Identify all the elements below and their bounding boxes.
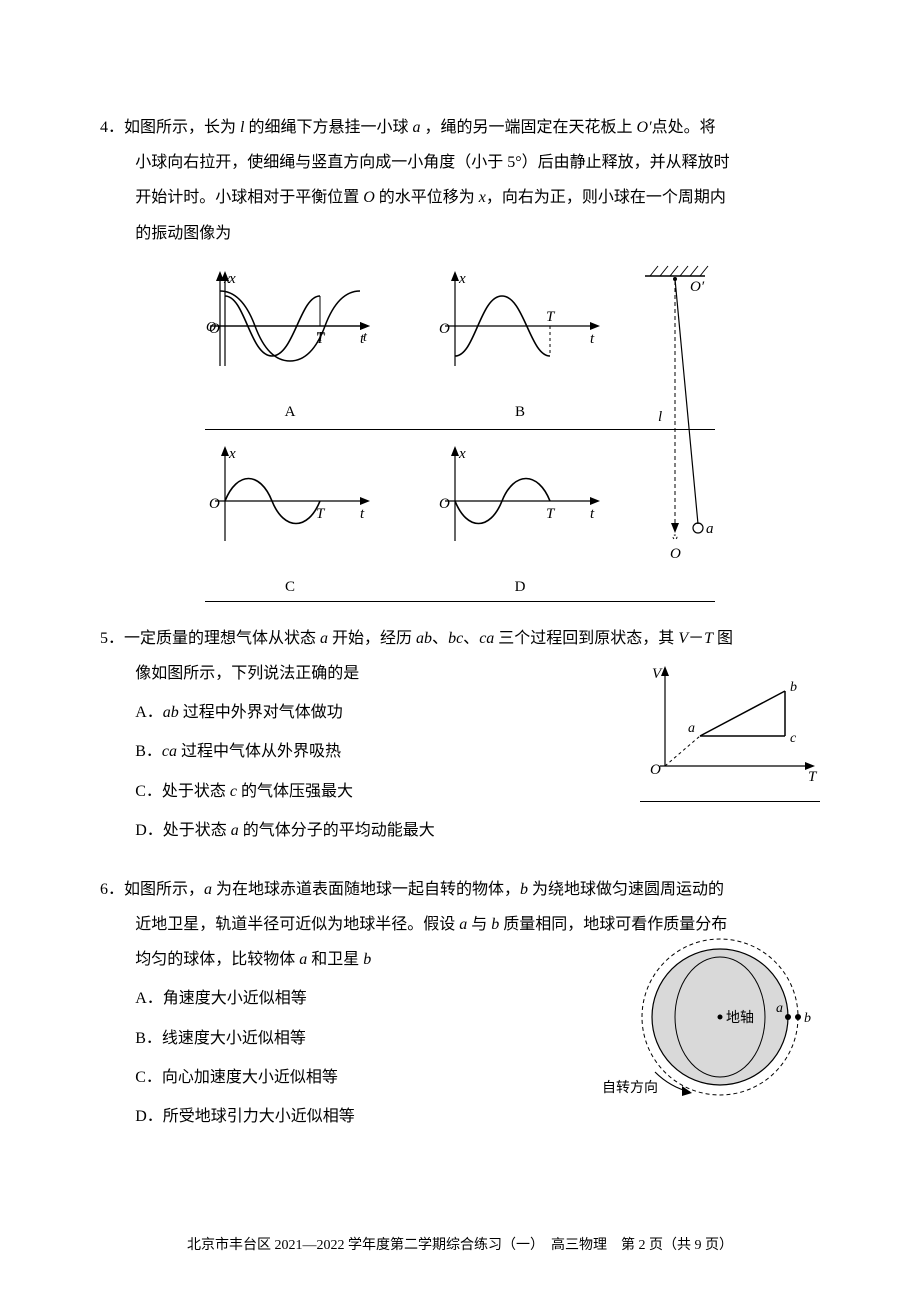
q6-line2: 近地卫星，轨道半径可近似为地球半径。假设 a 与 b 质量相同，地球可看作质量分…	[100, 907, 820, 942]
svg-text:O′: O′	[690, 279, 705, 295]
svg-text:O: O	[650, 762, 661, 778]
graph-c: O x t T C	[200, 436, 380, 571]
svg-text:O: O	[670, 546, 681, 562]
svg-text:V: V	[652, 666, 663, 682]
svg-text:b: b	[790, 680, 797, 695]
q5-opt-d: D．处于状态 a 的气体分子的平均动能最大	[135, 813, 820, 848]
svg-text:l: l	[658, 409, 662, 425]
label-c: C	[200, 571, 380, 604]
q4-line1: 如图所示，长为 l 的细绳下方悬挂一小球 a ，绳的另一端固定在天花板上 O′点…	[124, 119, 716, 136]
rotation-label: 自转方向	[602, 1080, 658, 1096]
svg-text:a: a	[776, 1001, 783, 1016]
graph-a: O x t T O x t T A	[200, 261, 380, 396]
q4-text: 4．如图所示，长为 l 的细绳下方悬挂一小球 a ，绳的另一端固定在天花板上 O…	[100, 110, 820, 145]
label-b: B	[430, 396, 610, 429]
svg-text:O: O	[439, 496, 450, 512]
q4-figure: O x t T O x t T A	[100, 261, 820, 601]
svg-text:O: O	[209, 321, 220, 337]
svg-text:x: x	[228, 271, 236, 287]
q4-line2: 小球向右拉开，使细绳与竖直方向成一小角度（小于 5°）后由静止释放，并从释放时	[100, 145, 820, 180]
q6-line1: 如图所示，a 为在地球赤道表面随地球一起自转的物体，b 为绕地球做匀速圆周运动的	[124, 881, 724, 898]
svg-text:O: O	[209, 496, 220, 512]
page-footer: 北京市丰台区 2021—2022 学年度第二学期综合练习（一） 高三物理 第 2…	[0, 1231, 920, 1262]
vt-diagram: V O T a b c	[640, 656, 820, 796]
svg-text:a: a	[688, 721, 695, 736]
svg-text:x: x	[458, 446, 466, 462]
q4-graphs: O x t T O x t T A	[180, 261, 740, 601]
q5-text: 5．一定质量的理想气体从状态 a 开始，经历 ab、bc、ca 三个过程回到原状…	[100, 621, 820, 656]
q5-line1: 一定质量的理想气体从状态 a 开始，经历 ab、bc、ca 三个过程回到原状态，…	[124, 630, 733, 647]
axis-label: 地轴	[726, 1010, 754, 1026]
question-4: 4．如图所示，长为 l 的细绳下方悬挂一小球 a ，绳的另一端固定在天花板上 O…	[100, 110, 820, 601]
q6-num: 6．	[100, 881, 124, 898]
q4-line3: 开始计时。小球相对于平衡位置 O 的水平位移为 x，向右为正，则小球在一个周期内	[100, 180, 820, 215]
svg-text:t: t	[360, 331, 365, 347]
svg-text:T: T	[316, 331, 326, 347]
svg-text:x: x	[458, 271, 466, 287]
earth-diagram: 地轴 a b 自转方向	[600, 932, 820, 1112]
graph-b: O x t T B	[430, 261, 610, 396]
svg-text:x: x	[228, 446, 236, 462]
q5-num: 5．	[100, 630, 124, 647]
svg-text:t: t	[360, 506, 365, 522]
q6-text: 6．如图所示，a 为在地球赤道表面随地球一起自转的物体，b 为绕地球做匀速圆周运…	[100, 872, 820, 907]
svg-text:T: T	[316, 506, 326, 522]
svg-text:c: c	[790, 731, 797, 746]
svg-text:a: a	[706, 521, 714, 537]
q4-line4: 的振动图像为	[100, 216, 820, 251]
svg-text:t: t	[590, 506, 595, 522]
svg-text:O: O	[439, 321, 450, 337]
graph-d: O x t T D	[430, 436, 610, 571]
svg-text:T: T	[546, 309, 556, 325]
svg-text:T: T	[808, 769, 818, 785]
label-a: A	[200, 396, 380, 429]
pendulum-diagram: O′ a O l	[640, 261, 720, 571]
question-5: 5．一定质量的理想气体从状态 a 开始，经历 ab、bc、ca 三个过程回到原状…	[100, 621, 820, 852]
svg-text:T: T	[546, 506, 556, 522]
svg-text:t: t	[590, 331, 595, 347]
question-6: 6．如图所示，a 为在地球赤道表面随地球一起自转的物体，b 为绕地球做匀速圆周运…	[100, 872, 820, 1138]
q4-num: 4．	[100, 119, 124, 136]
svg-text:b: b	[804, 1011, 811, 1026]
label-d: D	[430, 571, 610, 604]
